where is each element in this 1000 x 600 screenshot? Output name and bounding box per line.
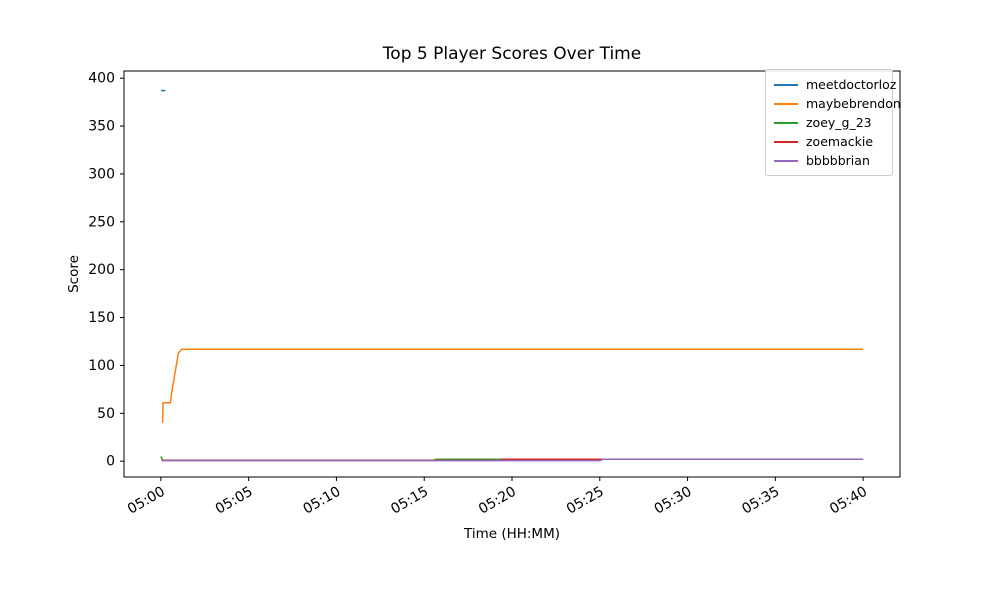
x-tick-label: 05:15 <box>388 484 431 518</box>
x-tick-label: 05:35 <box>739 484 782 518</box>
legend-label: bbbbbrian <box>806 153 870 168</box>
series-layer <box>160 89 864 462</box>
x-tick-label: 05:20 <box>476 484 519 518</box>
x-tick-label: 05:10 <box>300 484 343 518</box>
y-tick-label: 0 <box>106 454 115 470</box>
legend-item: maybebrendon <box>774 94 901 113</box>
legend: meetdoctorloz maybebrendon zoey_g_23 zoe… <box>765 69 901 176</box>
legend-label: zoey_g_23 <box>806 115 872 130</box>
x-tick-label: 05:30 <box>652 484 695 518</box>
y-tick-label: 150 <box>88 310 115 326</box>
legend-item: zoey_g_23 <box>774 113 884 132</box>
y-axis-label: Score <box>66 255 82 293</box>
y-tick-label: 50 <box>97 406 115 422</box>
x-tick-label: 05:25 <box>564 484 607 518</box>
x-tick-label: 05:40 <box>827 484 870 518</box>
y-tick-label: 400 <box>88 71 115 87</box>
legend-line-swatch-zoemackie <box>774 140 798 143</box>
x-axis-label: Time (HH:MM) <box>463 526 560 542</box>
y-tick-label: 350 <box>88 119 115 135</box>
x-tick-label: 05:00 <box>125 484 168 518</box>
legend-item: meetdoctorloz <box>774 75 896 94</box>
tick-layer: 05:00 05:05 05:10 05:15 05:20 05:25 05:30 05:35… <box>88 71 870 518</box>
series-line-maybebrendon <box>161 348 864 423</box>
chart-title: Top 5 Player Scores Over Time <box>382 44 641 64</box>
legend-line-swatch-maybebrendon <box>774 102 798 105</box>
legend-line-swatch-meetdoctorloz <box>774 83 798 86</box>
y-tick-label: 100 <box>88 358 115 374</box>
legend-label: maybebrendon <box>806 96 901 111</box>
legend-label: meetdoctorloz <box>806 77 897 92</box>
series-line-bbbbbrian <box>161 458 864 462</box>
y-tick-label: 300 <box>88 166 115 182</box>
y-tick-label: 250 <box>88 214 115 230</box>
legend-line-swatch-bbbbbrian <box>774 159 798 162</box>
legend-label: zoemackie <box>806 134 874 149</box>
y-tick-label: 200 <box>88 262 115 278</box>
legend-line-swatch-zoey_g_23 <box>774 121 798 124</box>
x-tick-label: 05:05 <box>213 484 256 518</box>
legend-item: zoemackie <box>774 132 884 151</box>
legend-item: bbbbbrian <box>774 151 884 170</box>
